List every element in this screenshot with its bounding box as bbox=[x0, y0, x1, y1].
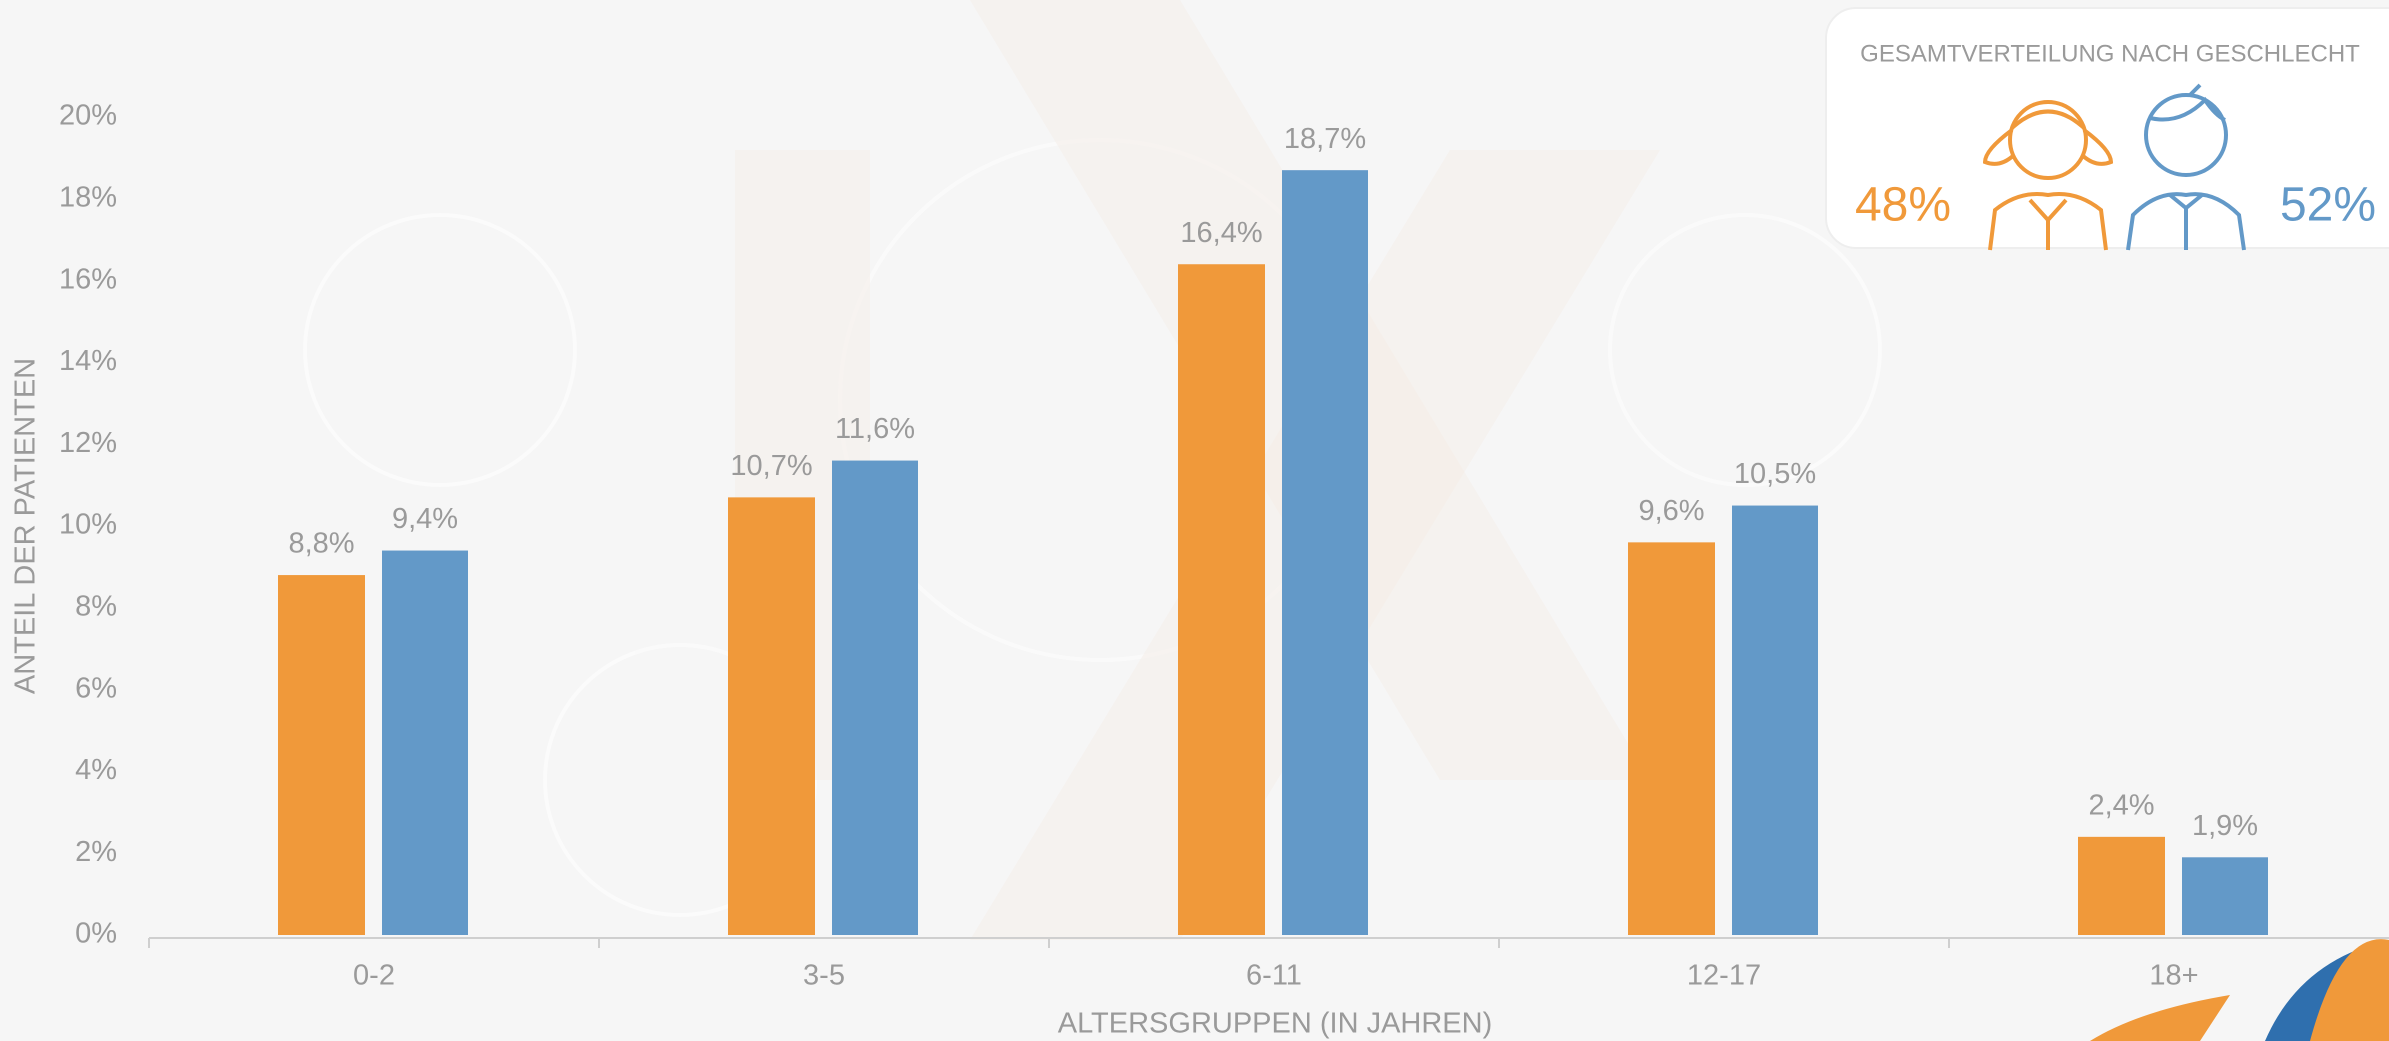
y-tick-label: 8% bbox=[75, 590, 117, 622]
y-tick-label: 20% bbox=[59, 100, 117, 132]
value-label: 18,7% bbox=[1284, 123, 1366, 155]
y-tick-label: 16% bbox=[59, 263, 117, 295]
y-tick-label: 10% bbox=[59, 509, 117, 541]
bar bbox=[382, 551, 468, 935]
page: ANTEIL DER PATIENTEN ALTERSGRUPPEN (IN J… bbox=[0, 0, 2389, 1041]
value-label: 16,4% bbox=[1180, 217, 1262, 249]
bar bbox=[2182, 857, 2268, 935]
y-tick-label: 12% bbox=[59, 427, 117, 459]
chart: ANTEIL DER PATIENTEN ALTERSGRUPPEN (IN J… bbox=[0, 0, 2389, 1041]
value-label: 8,8% bbox=[288, 528, 354, 560]
y-tick-label: 2% bbox=[75, 836, 117, 868]
x-tick-label: 12-17 bbox=[1687, 960, 1761, 992]
x-tick-label: 18+ bbox=[2149, 960, 2198, 992]
female-share: 48% bbox=[1855, 179, 1951, 232]
male-share: 52% bbox=[2280, 179, 2376, 232]
y-tick-label: 18% bbox=[59, 181, 117, 213]
bar bbox=[832, 461, 918, 935]
bar bbox=[1732, 506, 1818, 935]
bar bbox=[1282, 170, 1368, 935]
y-tick-label: 6% bbox=[75, 672, 117, 704]
bar bbox=[278, 575, 365, 935]
y-tick-label: 0% bbox=[75, 918, 117, 950]
y-tick-label: 14% bbox=[59, 345, 117, 377]
value-label: 9,6% bbox=[1638, 495, 1704, 527]
x-tick-label: 3-5 bbox=[803, 960, 845, 992]
logo-shape bbox=[2090, 995, 2230, 1041]
gender-inset: GESAMTVERTEILUNG NACH GESCHLECHT 48% 52% bbox=[1826, 8, 2389, 250]
x-axis-title: ALTERSGRUPPEN (IN JAHREN) bbox=[1058, 1008, 1493, 1040]
bar bbox=[1628, 542, 1715, 935]
value-label: 9,4% bbox=[392, 503, 458, 535]
x-tick-label: 6-11 bbox=[1246, 960, 1302, 992]
bar bbox=[1178, 264, 1265, 935]
x-tick-label: 0-2 bbox=[353, 960, 395, 992]
value-label: 11,6% bbox=[835, 413, 915, 445]
bar bbox=[2078, 837, 2165, 935]
value-label: 10,7% bbox=[730, 450, 812, 482]
value-label: 10,5% bbox=[1734, 458, 1816, 490]
value-label: 2,4% bbox=[2088, 789, 2154, 821]
y-axis-title: ANTEIL DER PATIENTEN bbox=[10, 358, 42, 694]
bar bbox=[728, 497, 815, 935]
value-label: 1,9% bbox=[2192, 810, 2258, 842]
y-tick-label: 4% bbox=[75, 754, 117, 786]
inset-title: GESAMTVERTEILUNG NACH GESCHLECHT bbox=[1860, 40, 2360, 67]
